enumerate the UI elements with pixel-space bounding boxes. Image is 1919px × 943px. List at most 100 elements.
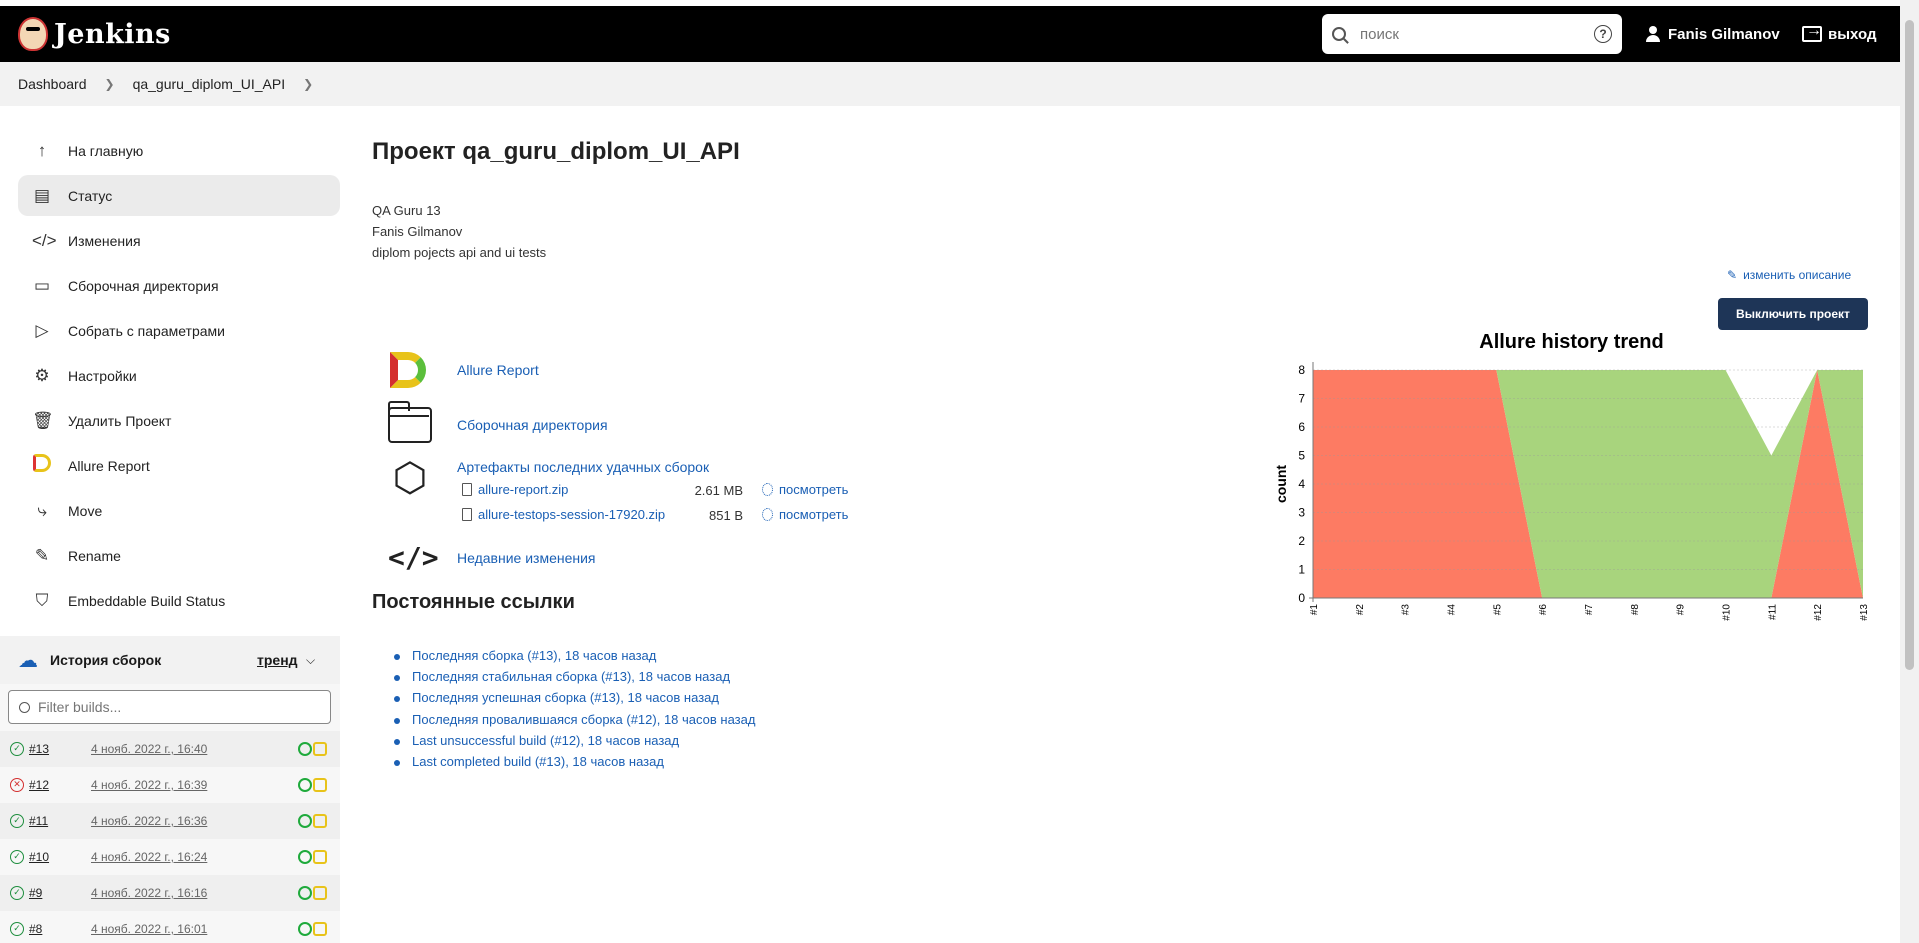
allure-badges[interactable] <box>298 850 327 864</box>
build-number[interactable]: #9 <box>29 886 43 900</box>
testops-badge-icon <box>313 778 327 792</box>
sidebar-item-allure[interactable]: Allure Report <box>18 445 340 486</box>
build-date[interactable]: 4 нояб. 2022 г., 16:39 <box>91 778 208 792</box>
sidebar-item-changes[interactable]: </> Изменения <box>18 220 340 261</box>
allure-badges[interactable] <box>298 886 327 900</box>
sidebar-item-build-with-params[interactable]: ▷ Собрать с параметрами <box>18 310 340 351</box>
allure-trend-chart[interactable]: 0 1 2 3 4 5 6 7 8 #1 #2 #3 #4 #5 #6 #7 #8 #9 #10 #11 #12 #13 c… <box>1268 355 1868 635</box>
y-tick-label: 4 <box>1298 477 1305 491</box>
y-axis-label: count <box>1273 465 1289 503</box>
chevron-down-icon[interactable]: ⌵ <box>306 652 316 667</box>
user-name[interactable]: Fanis Gilmanov <box>1668 25 1780 43</box>
breadcrumb-project[interactable]: qa_guru_diplom_UI_API <box>132 76 286 92</box>
success-icon: ✓ <box>10 850 24 864</box>
page-title: Проект qa_guru_diplom_UI_API <box>372 138 740 165</box>
artifact-link[interactable]: allure-report.zip <box>478 482 569 497</box>
y-tick-label: 6 <box>1298 420 1305 434</box>
artifact-view-link[interactable]: посмотреть <box>762 482 848 497</box>
chevron-right-icon[interactable]: ❯ <box>104 77 115 91</box>
workspace-link[interactable]: Сборочная директория <box>457 417 608 433</box>
sidebar-item-move[interactable]: ⤷ Move <box>18 490 340 531</box>
sidebar-item-label: Удалить Проект <box>68 412 172 429</box>
allure-badge-icon <box>298 886 312 900</box>
artifacts-link[interactable]: Артефакты последних удачных сборок <box>457 459 710 475</box>
build-number[interactable]: #11 <box>29 814 49 828</box>
sidebar-item-embeddable-status[interactable]: ⛉ Embeddable Build Status <box>18 580 340 621</box>
build-number[interactable]: #12 <box>29 778 50 792</box>
search-input[interactable] <box>1360 25 1594 43</box>
permalink-link[interactable]: Last unsuccessful build (#12), 18 часов … <box>412 732 680 748</box>
logout-icon <box>1802 22 1822 42</box>
jenkins-logo[interactable]: Jenkins <box>18 17 171 51</box>
artifacts-row: ⬡ <box>388 456 432 500</box>
package-icon: ⬡ <box>392 456 428 500</box>
build-date[interactable]: 4 нояб. 2022 г., 16:40 <box>91 742 208 756</box>
logout-button[interactable]: выход <box>1802 6 1877 62</box>
build-date[interactable]: 4 нояб. 2022 г., 16:36 <box>91 814 208 828</box>
build-date[interactable]: 4 нояб. 2022 г., 16:24 <box>91 850 208 864</box>
recent-changes-link[interactable]: Недавние изменения <box>457 549 596 566</box>
x-tick-label: #4 <box>1447 604 1458 616</box>
disable-project-button[interactable]: Выключить проект <box>1718 298 1868 330</box>
logout-label[interactable]: выход <box>1828 25 1877 43</box>
artifact-link[interactable]: allure-testops-session-17920.zip <box>478 507 666 522</box>
build-date[interactable]: 4 нояб. 2022 г., 16:16 <box>91 886 208 900</box>
permalink-link[interactable]: Last completed build (#13), 18 часов наз… <box>412 753 664 769</box>
fingerprint-icon <box>762 483 773 496</box>
permalink-link[interactable]: Последняя стабильная сборка (#13), 18 ча… <box>412 669 731 685</box>
shield-icon: ⛉ <box>35 590 49 610</box>
build-number[interactable]: #13 <box>29 742 50 756</box>
allure-logo-icon <box>388 350 432 390</box>
jenkins-butler-icon <box>18 17 48 51</box>
sidebar-item-status[interactable]: ▤ Статус <box>18 175 340 216</box>
chart-title: Allure history trend <box>1479 331 1664 353</box>
x-tick-label: #3 <box>1401 604 1412 616</box>
breadcrumb: Dashboard ❯ qa_guru_diplom_UI_API ❯ <box>0 62 1900 106</box>
build-date[interactable]: 4 нояб. 2022 г., 16:01 <box>91 922 208 936</box>
y-tick-label: 5 <box>1298 449 1305 463</box>
pencil-icon: ✎ <box>34 545 50 565</box>
artifact-view-link[interactable]: посмотреть <box>762 507 848 522</box>
user-icon <box>1646 26 1660 42</box>
build-number[interactable]: #10 <box>29 850 50 864</box>
allure-badges[interactable] <box>298 922 327 936</box>
sidebar-item-workspace[interactable]: ▭ Сборочная директория <box>18 265 340 306</box>
allure-badges[interactable] <box>298 742 327 756</box>
page-scrollbar[interactable] <box>1900 0 1919 943</box>
permalinks-title: Постоянные ссылки <box>372 591 575 613</box>
description-line: QA Guru 13 <box>372 203 441 218</box>
build-number[interactable]: #8 <box>29 922 43 936</box>
user-menu[interactable]: Fanis Gilmanov <box>1646 6 1780 62</box>
trend-link[interactable]: тренд <box>257 652 298 668</box>
filter-builds[interactable] <box>8 690 331 724</box>
sidebar-item-label: Embeddable Build Status <box>68 592 226 609</box>
sidebar-item-settings[interactable]: ⚙ Настройки <box>18 355 340 396</box>
permalink-link[interactable]: Последняя провалившаяся сборка (#12), 18… <box>412 711 756 727</box>
testops-badge-icon <box>313 922 327 936</box>
permalink-link[interactable]: Последняя успешная сборка (#13), 18 часо… <box>412 690 719 706</box>
sidebar-item-rename[interactable]: ✎ Rename <box>18 535 340 576</box>
sidebar-item-home[interactable]: ↑ На главную <box>18 130 340 171</box>
breadcrumb-dashboard[interactable]: Dashboard <box>18 76 87 92</box>
status-icon: ▤ <box>33 185 51 205</box>
sidebar-item-delete[interactable]: 🗑 Удалить Проект <box>18 400 340 441</box>
search-icon <box>1332 27 1346 41</box>
scroll-thumb[interactable] <box>1905 20 1914 670</box>
description-line: diplom pojects api and ui tests <box>372 245 547 260</box>
permalink-item: Последняя сборка (#13), 18 часов назад <box>394 648 755 669</box>
filter-builds-input[interactable] <box>38 699 318 715</box>
testops-badge-icon <box>313 850 327 864</box>
x-tick-label: #6 <box>1538 604 1549 616</box>
permalink-item: Последняя провалившаяся сборка (#12), 18… <box>394 712 755 733</box>
x-tick-label: #1 <box>1309 604 1320 616</box>
success-icon: ✓ <box>10 742 24 756</box>
allure-badges[interactable] <box>298 778 327 792</box>
edit-description-link[interactable]: ✎ изменить описание <box>1727 268 1851 282</box>
allure-badges[interactable] <box>298 814 327 828</box>
allure-report-link[interactable]: Allure Report <box>457 362 539 378</box>
help-icon[interactable]: ? <box>1594 25 1612 43</box>
chevron-right-icon[interactable]: ❯ <box>303 77 314 91</box>
play-icon: ▷ <box>35 320 49 340</box>
permalink-link[interactable]: Последняя сборка (#13), 18 часов назад <box>412 648 657 663</box>
search-box[interactable]: ? <box>1322 14 1622 54</box>
